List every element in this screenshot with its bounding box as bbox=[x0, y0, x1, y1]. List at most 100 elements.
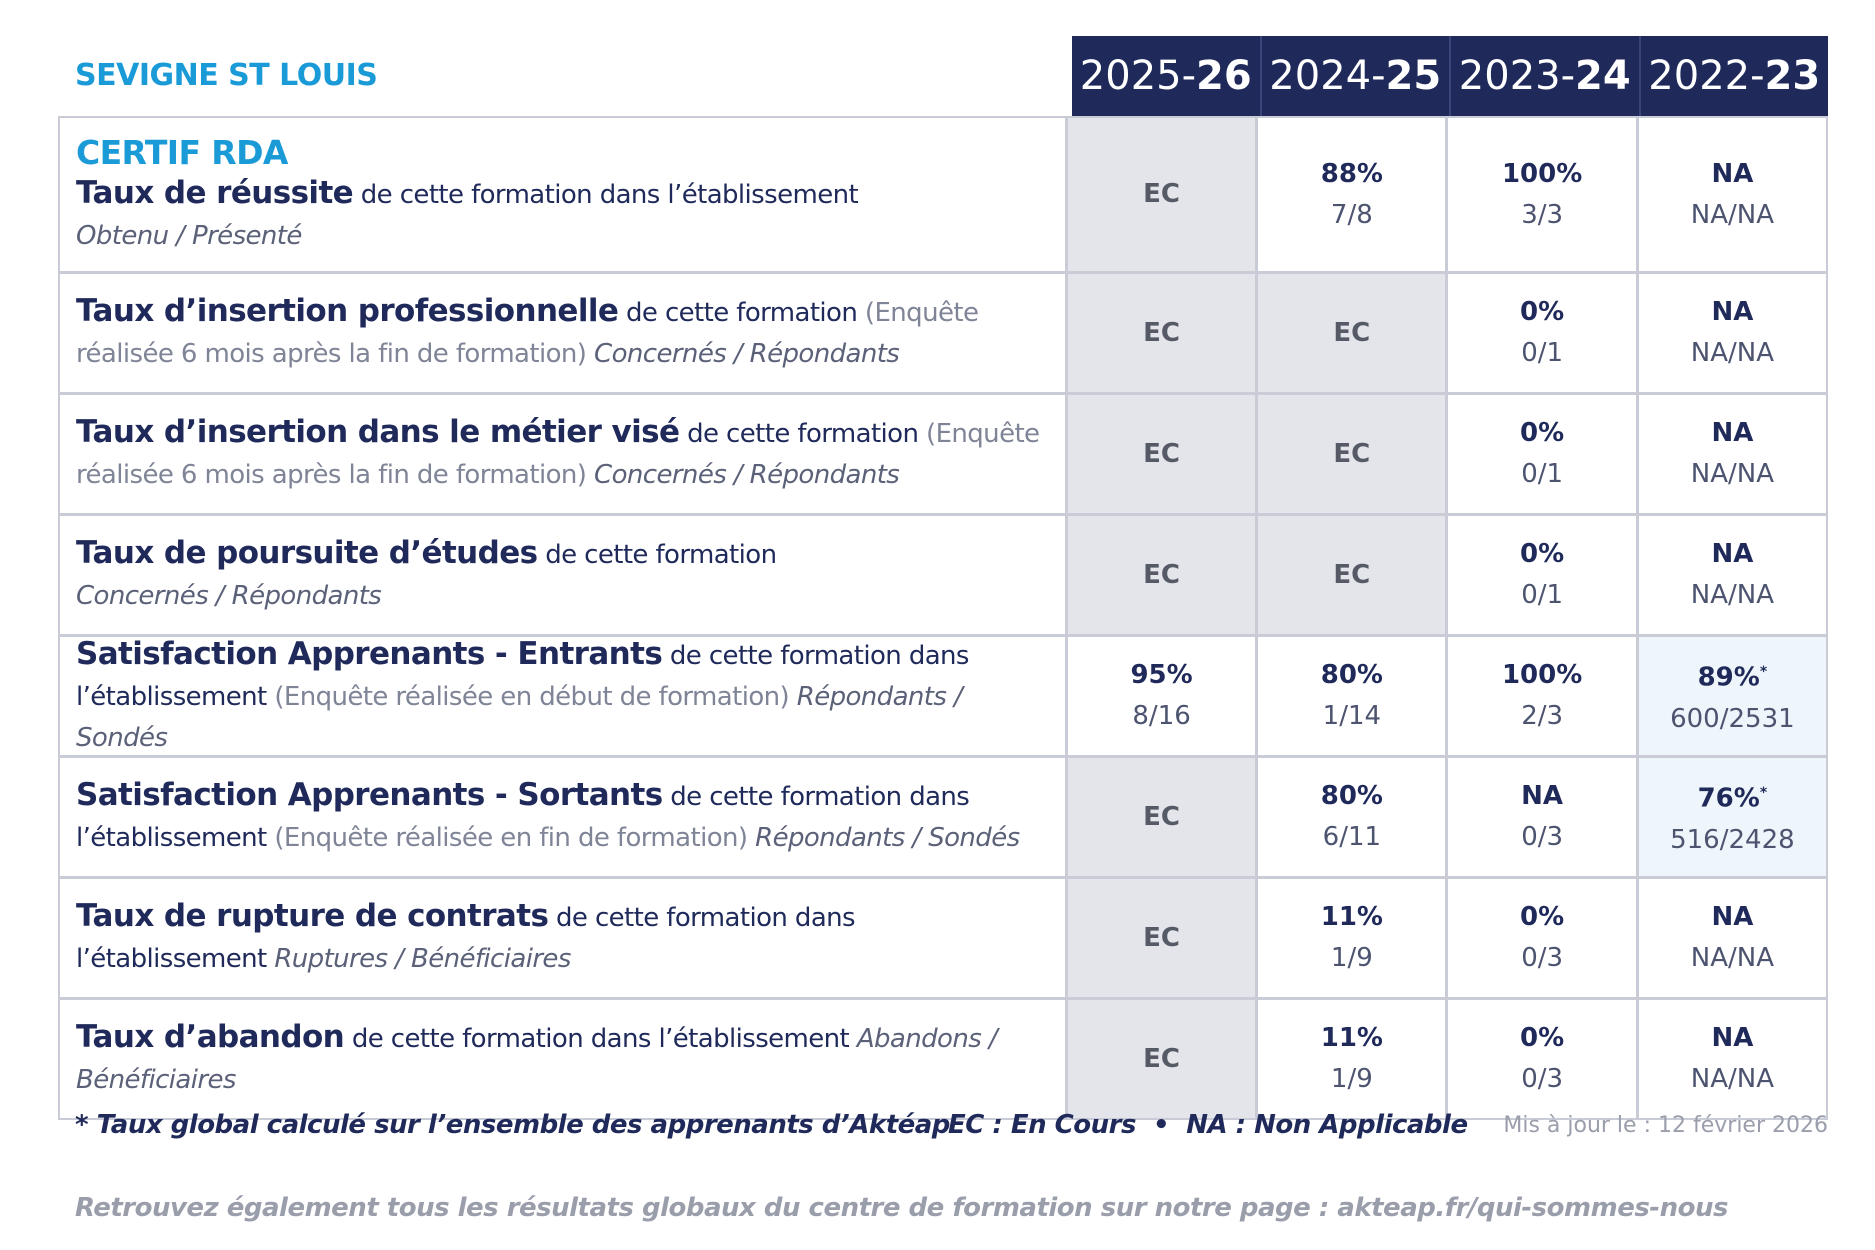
cell-ratio: NA/NA bbox=[1690, 1064, 1774, 1094]
cell-value: NA bbox=[1521, 781, 1564, 811]
indicator-scope: de cette formation bbox=[687, 419, 919, 449]
indicator-scope: de cette formation dans l’établissement bbox=[76, 782, 970, 853]
cell-value: NA bbox=[1711, 158, 1754, 189]
table-row: Taux d’insertion professionnelle de cett… bbox=[60, 271, 1826, 392]
row-label: CERTIF RDA Taux de réussite de cette form… bbox=[60, 118, 1065, 271]
cell-value: EC bbox=[1333, 317, 1371, 348]
indicator-name: Taux d’insertion professionnelle bbox=[76, 293, 619, 329]
value-cell: 100% 3/3 bbox=[1445, 118, 1635, 271]
cell-ratio: 0/1 bbox=[1521, 338, 1564, 368]
cell-ratio: 8/16 bbox=[1132, 701, 1191, 731]
cell-value: 80% bbox=[1320, 781, 1383, 811]
cell-ratio: 2/3 bbox=[1521, 701, 1564, 731]
ratio-label: Ruptures / Bénéficiaires bbox=[274, 944, 571, 974]
cell-ratio: 0/3 bbox=[1521, 943, 1564, 973]
cell-ratio: NA/NA bbox=[1690, 580, 1774, 610]
indicator-name: Satisfaction Apprenants - Entrants bbox=[76, 635, 663, 672]
cell-main: 95% bbox=[1130, 655, 1192, 696]
cell-ratio: 516/2428 bbox=[1670, 824, 1795, 855]
value-cell: EC bbox=[1064, 516, 1256, 634]
value-cell: EC bbox=[1255, 516, 1446, 634]
value-cell: EC bbox=[1064, 879, 1256, 997]
cell-ratio: 0/1 bbox=[1521, 580, 1564, 610]
value-cell: 95% 8/16 bbox=[1064, 637, 1255, 755]
ratio-label: Concernés / Répondants bbox=[76, 581, 382, 611]
year: 2025- 26 bbox=[1072, 36, 1260, 116]
value-cell: 76%* 516/2428 bbox=[1635, 758, 1827, 876]
cell-value: EC bbox=[1143, 317, 1180, 348]
cell-main: EC bbox=[1143, 797, 1180, 838]
indicator-name: Taux d’abandon bbox=[76, 1019, 345, 1055]
indicator-scope: de cette formation bbox=[545, 540, 777, 570]
table-row: Taux de poursuite d’études de cette form… bbox=[60, 513, 1826, 634]
year-prefix: 2024- bbox=[1269, 53, 1386, 99]
table-row: CERTIF RDA Taux de réussite de cette form… bbox=[60, 118, 1826, 271]
cell-main: 0% bbox=[1520, 534, 1564, 575]
year-prefix: 2022- bbox=[1648, 53, 1765, 99]
year-suffix: 24 bbox=[1575, 53, 1631, 99]
cell-value: 100% bbox=[1501, 158, 1583, 189]
year-suffix: 25 bbox=[1385, 53, 1442, 99]
asterisk: * bbox=[1759, 664, 1768, 681]
legend: EC : En Cours • NA : Non Applicable bbox=[948, 1110, 1468, 1140]
cell-ratio: 600/2531 bbox=[1670, 703, 1795, 734]
year-suffix: 26 bbox=[1196, 53, 1252, 99]
cell-value: EC bbox=[1333, 438, 1371, 469]
cell-ratio: NA/NA bbox=[1690, 199, 1774, 230]
cell-main: EC bbox=[1333, 555, 1370, 596]
row-text: Taux d’insertion dans le métier visé de … bbox=[76, 412, 1051, 496]
cell-value: EC bbox=[1143, 1043, 1180, 1074]
cell-value: 0% bbox=[1520, 418, 1565, 448]
cell-value: 11% bbox=[1320, 1023, 1383, 1053]
cell-value: 89% bbox=[1697, 662, 1760, 693]
indicator-scope: de cette formation dans l’établissement bbox=[351, 1024, 850, 1054]
value-cell: 0% 0/3 bbox=[1445, 1000, 1635, 1118]
cell-main: EC bbox=[1143, 1039, 1180, 1080]
row-label: Taux d’insertion dans le métier visé de … bbox=[60, 395, 1065, 513]
indicator-name: Taux de poursuite d’études bbox=[76, 535, 538, 571]
indicator-name: Taux d’insertion dans le métier visé bbox=[76, 414, 680, 450]
row-label: Taux de rupture de contrats de cette for… bbox=[60, 879, 1065, 997]
survey-note: (Enquête réalisée 6 mois après la fin de… bbox=[76, 298, 979, 369]
cell-ratio: 1/9 bbox=[1330, 1064, 1373, 1094]
value-cell: EC bbox=[1064, 395, 1256, 513]
value-cell: NA NA/NA bbox=[1635, 1000, 1826, 1118]
cell-main: EC bbox=[1143, 555, 1180, 596]
row-text: Taux de rupture de contrats de cette for… bbox=[76, 896, 1051, 980]
cell-main: 11% bbox=[1321, 897, 1383, 938]
table-row: Taux d’abandon de cette formation dans l… bbox=[60, 997, 1826, 1118]
value-cell: NA 0/3 bbox=[1445, 758, 1635, 876]
cell-main: EC bbox=[1333, 313, 1370, 354]
year: 2022- 23 bbox=[1638, 36, 1829, 116]
ratio-label: Abandons / Bénéficiaires bbox=[76, 1024, 998, 1095]
cell-value: NA bbox=[1711, 1023, 1754, 1053]
survey-note: (Enquête réalisée en fin de formation) bbox=[274, 823, 748, 853]
cell-main: EC bbox=[1143, 434, 1180, 475]
row-label: Satisfaction Apprenants - Sortants de ce… bbox=[60, 758, 1065, 876]
cell-value: EC bbox=[1143, 922, 1180, 953]
cell-ratio: 3/3 bbox=[1521, 199, 1564, 230]
table-row: Taux d’insertion dans le métier visé de … bbox=[60, 392, 1826, 513]
value-cell: NA NA/NA bbox=[1635, 274, 1826, 392]
cell-ratio: 0/3 bbox=[1521, 1064, 1564, 1094]
cell-main: EC bbox=[1143, 174, 1180, 215]
year-header: 2025- 26 2024- 25 2023- 24 2022- 23 bbox=[1072, 36, 1828, 116]
cell-main: 11% bbox=[1321, 1018, 1383, 1059]
cell-main: 80% bbox=[1321, 655, 1383, 696]
year-prefix: 2025- bbox=[1079, 53, 1197, 99]
cell-ratio: 7/8 bbox=[1330, 199, 1373, 230]
cell-main: 100% bbox=[1502, 655, 1582, 696]
indicator-name: Taux de réussite bbox=[76, 174, 354, 211]
indicator-name: Satisfaction Apprenants - Sortants bbox=[76, 777, 663, 813]
survey-note: (Enquête réalisée en début de formation) bbox=[274, 681, 790, 712]
cell-value: EC bbox=[1143, 801, 1180, 832]
value-cell: EC bbox=[1255, 395, 1446, 513]
ratio-label: Concernés / Répondants bbox=[594, 339, 900, 369]
cell-value: NA bbox=[1711, 418, 1754, 448]
value-cell: 0% 0/1 bbox=[1445, 395, 1635, 513]
ratio-label: Répondants / Sondés bbox=[76, 681, 963, 753]
cell-main: NA bbox=[1711, 154, 1753, 195]
cell-value: EC bbox=[1143, 559, 1180, 590]
row-text: Taux d’abandon de cette formation dans l… bbox=[76, 1017, 1051, 1101]
